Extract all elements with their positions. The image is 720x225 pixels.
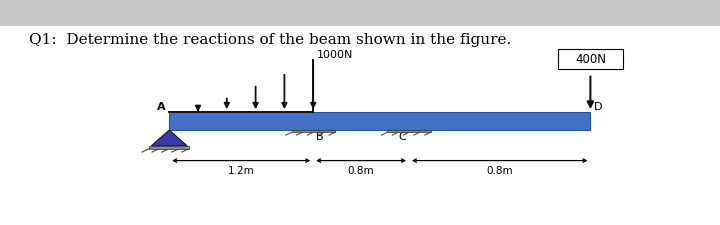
Text: Q1:  Determine the reactions of the beam shown in the figure.: Q1: Determine the reactions of the beam …: [29, 33, 511, 47]
Bar: [169, 112, 590, 130]
Text: C: C: [398, 132, 406, 142]
Text: A: A: [157, 101, 166, 111]
Text: 400N: 400N: [575, 53, 606, 66]
Bar: [292, 130, 335, 133]
Text: 0.8m: 0.8m: [487, 165, 513, 175]
Text: 1000N: 1000N: [317, 50, 354, 60]
Polygon shape: [151, 130, 187, 146]
Bar: [150, 146, 189, 149]
Text: D: D: [594, 101, 603, 111]
Text: B: B: [316, 132, 324, 142]
Text: 1.2m: 1.2m: [228, 165, 255, 175]
Bar: [387, 130, 431, 133]
Bar: [558, 50, 623, 70]
Text: 0.8m: 0.8m: [348, 165, 374, 175]
Bar: [0, 0, 720, 27]
